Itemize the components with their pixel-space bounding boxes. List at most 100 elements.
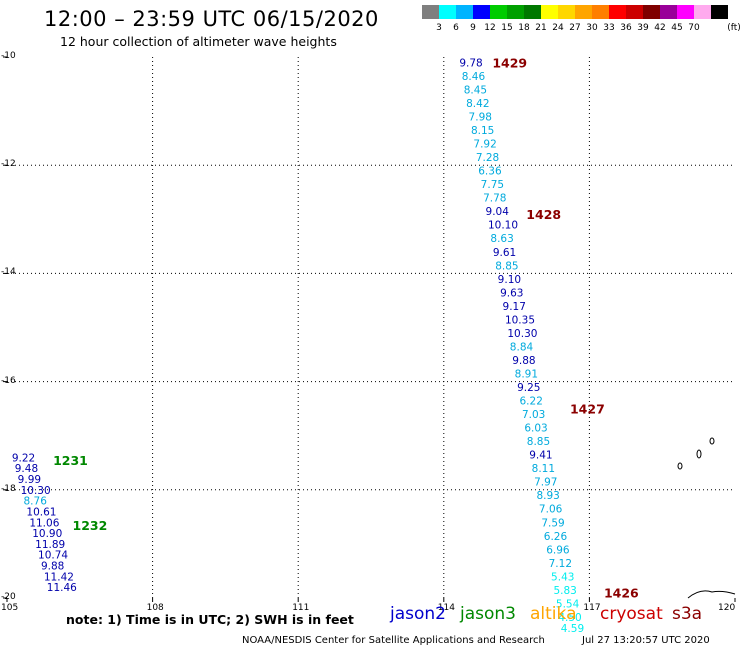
wave-height-value: 8.93 [536, 490, 559, 502]
lon-tick-label: 108 [146, 603, 164, 613]
legend-tick-label: 12 [484, 23, 496, 33]
wave-height-value: 4.59 [561, 623, 584, 635]
legend-swatch [660, 5, 677, 19]
wave-height-value: 7.78 [483, 193, 506, 205]
legend-swatch [677, 5, 694, 19]
credit-text: NOAA/NESDIS Center for Satellite Applica… [242, 635, 545, 646]
wave-height-value: 9.88 [512, 355, 535, 367]
wave-height-value: 5.83 [553, 585, 576, 597]
wave-height-value: 7.12 [549, 558, 572, 570]
legend-tick-label: 21 [535, 23, 547, 33]
pass-time-label: 1426 [604, 586, 639, 601]
legend-swatch [490, 5, 507, 19]
wave-height-value: 9.04 [486, 206, 510, 218]
wave-height-value: 9.61 [493, 247, 516, 259]
wave-height-value: 6.96 [546, 544, 570, 556]
wave-height-value: 9.63 [500, 287, 523, 299]
wave-height-value: 10.30 [21, 485, 51, 497]
wave-height-value: 8.76 [24, 496, 48, 508]
footer-note: note: 1) Time is in UTC; 2) SWH is in fe… [66, 612, 354, 627]
satellite-label-altika: altika [530, 604, 577, 624]
satellite-label-jason2: jason2 [390, 604, 446, 624]
wave-height-value: 6.22 [520, 396, 543, 408]
wave-height-value: 6.26 [544, 531, 568, 543]
lat-tick-label: -20 [1, 592, 16, 602]
pass-time-label: 1232 [73, 518, 108, 533]
legend-swatch [541, 5, 558, 19]
pass-time-label: 1427 [570, 402, 605, 417]
wave-height-value: 9.10 [498, 274, 521, 286]
satellite-label-cryosat: cryosat [600, 604, 663, 624]
legend-swatch [592, 5, 609, 19]
legend-swatch [524, 5, 541, 19]
legend-tick-label: 24 [552, 23, 564, 33]
lon-tick-label: 120 [718, 603, 736, 613]
legend-swatch [575, 5, 592, 19]
legend-swatch [507, 5, 524, 19]
coastline [687, 590, 736, 599]
wave-height-value: 10.61 [26, 506, 56, 518]
wave-height-value: 8.15 [471, 125, 494, 137]
wave-height-value: 5.54 [556, 598, 580, 610]
lat-tick-label: -10 [1, 51, 16, 61]
legend-tick-label: 3 [436, 23, 442, 33]
lat-tick-label: -14 [1, 267, 16, 278]
island-outline [677, 462, 683, 470]
wave-height-value: 8.85 [527, 436, 550, 448]
wave-height-value: 9.41 [529, 450, 552, 462]
wave-height-value: 9.88 [41, 561, 64, 573]
satellite-label-jason3: jason3 [460, 604, 516, 624]
wave-height-value: 8.85 [495, 260, 518, 272]
island-outline [696, 449, 702, 459]
legend-swatch [609, 5, 626, 19]
legend-tick-label: 9 [470, 23, 476, 33]
wave-height-value: 7.92 [473, 139, 496, 151]
wave-height-value: 11.89 [35, 539, 65, 551]
lat-tick-label: -18 [1, 483, 16, 494]
pass-time-label: 1231 [53, 453, 88, 468]
wave-height-value: 8.11 [532, 463, 555, 475]
legend-swatch [626, 5, 643, 19]
wave-height-value: 5.43 [551, 571, 574, 583]
wave-height-value: 9.25 [517, 382, 540, 394]
lon-tick-label: 117 [583, 603, 601, 613]
wave-height-value: 11.46 [47, 582, 77, 594]
wave-height-value: 6.36 [478, 166, 502, 178]
wave-height-value: 7.28 [476, 152, 499, 164]
legend-swatch [711, 5, 728, 19]
page-title: 12:00 – 23:59 UTC 06/15/2020 [44, 7, 379, 31]
legend-tick-label: 15 [501, 23, 513, 33]
legend-swatch [473, 5, 490, 19]
legend-tick-label: 36 [620, 23, 632, 33]
lon-tick-label: 105 [1, 603, 19, 613]
wave-height-value: 10.74 [38, 550, 68, 562]
satellite-label-s3a: s3a [672, 604, 703, 624]
wave-height-value: 7.03 [522, 409, 545, 421]
legend-tick-label: 27 [569, 23, 581, 33]
wave-height-value: 9.78 [459, 57, 482, 69]
lon-tick-label: 111 [292, 603, 310, 613]
legend-swatch [422, 5, 439, 19]
wave-height-value: 7.75 [481, 179, 504, 191]
wave-height-value: 9.48 [15, 463, 38, 475]
lat-tick-label: -12 [1, 159, 16, 170]
wave-height-value: 8.42 [466, 98, 489, 110]
legend-swatch [456, 5, 473, 19]
pass-time-label: 1428 [526, 207, 561, 222]
legend-unit: (ft) [727, 23, 740, 33]
wave-height-value: 10.30 [507, 328, 537, 340]
wave-height-value: 8.63 [490, 233, 513, 245]
wave-height-value: 10.35 [505, 314, 535, 326]
legend-tick-label: 70 [688, 23, 700, 33]
lat-tick-label: -16 [1, 375, 16, 386]
page-subtitle: 12 hour collection of altimeter wave hei… [60, 34, 337, 49]
legend-tick-label: 42 [654, 23, 666, 33]
wave-height-value: 10.10 [488, 220, 518, 232]
generated-timestamp: Jul 27 13:20:57 UTC 2020 [582, 635, 710, 646]
legend-swatch [694, 5, 711, 19]
wave-height-value: 7.98 [469, 112, 492, 124]
legend-tick-label: 6 [453, 23, 459, 33]
wave-height-value: 9.22 [12, 452, 35, 464]
wave-height-value: 4.50 [558, 612, 581, 624]
legend-tick-label: 39 [637, 23, 649, 33]
